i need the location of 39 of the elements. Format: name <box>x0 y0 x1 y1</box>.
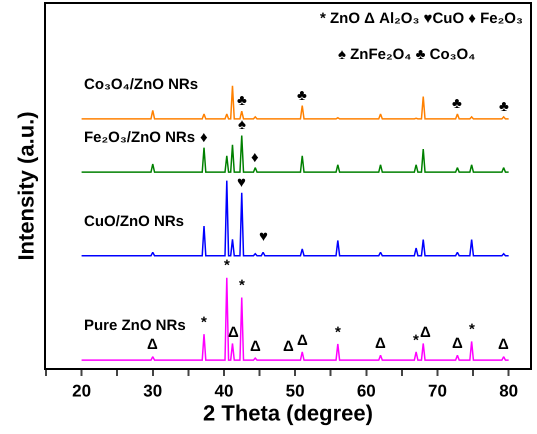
annotation: * <box>413 332 419 349</box>
annotation: ♣ <box>297 87 307 104</box>
annotation: ♦ <box>200 129 208 146</box>
annotation: ♣ <box>499 98 509 115</box>
annotation: * <box>335 324 341 341</box>
x-tick-label: 70 <box>428 381 447 400</box>
annotation: Δ <box>498 336 509 353</box>
annotation: * <box>224 257 230 274</box>
annotation: Δ <box>375 335 386 352</box>
annotation: Δ <box>147 336 158 353</box>
y-axis-title: Intensity (a.u.) <box>13 111 38 261</box>
annotation: Δ <box>250 338 261 355</box>
x-tick-label: 80 <box>499 381 518 400</box>
x-tick-label: 30 <box>143 381 162 400</box>
annotation: * <box>469 321 475 338</box>
annotation: * <box>201 314 207 331</box>
annotation: ♠ <box>238 116 246 133</box>
annotation: Δ <box>228 324 239 341</box>
annotation: Δ <box>420 324 431 341</box>
annotation: ♥ <box>237 174 246 191</box>
x-tick-label: 50 <box>286 381 305 400</box>
annotation: ♥ <box>259 228 268 245</box>
annotation: Δ <box>452 335 463 352</box>
annotation: Δ <box>283 338 294 355</box>
series-label: Pure ZnO NRs <box>84 317 186 334</box>
series-label: CuO/ZnO NRs <box>84 213 184 230</box>
annotation: Δ <box>297 332 308 349</box>
text: ♠ ZnFe₂O₄ ♣ Co₃O₄ <box>338 46 476 63</box>
x-axis-title: 2 Theta (degree) <box>203 400 373 426</box>
annotation: * <box>239 277 245 294</box>
x-tick-label: 40 <box>214 381 234 400</box>
annotation: ♦ <box>251 149 259 166</box>
series-label: Fe₂O₃/ZnO NRs <box>84 129 196 146</box>
annotation: ♣ <box>452 95 462 112</box>
series-label: Co₃O₄/ZnO NRs <box>84 76 198 93</box>
x-tick-label: 20 <box>72 381 92 400</box>
annotation: ♣ <box>237 92 247 109</box>
x-tick-label: 60 <box>356 381 376 400</box>
text: * ZnO Δ Al₂O₃ ♥CuO ♦ Fe₂O₃ <box>320 10 523 27</box>
